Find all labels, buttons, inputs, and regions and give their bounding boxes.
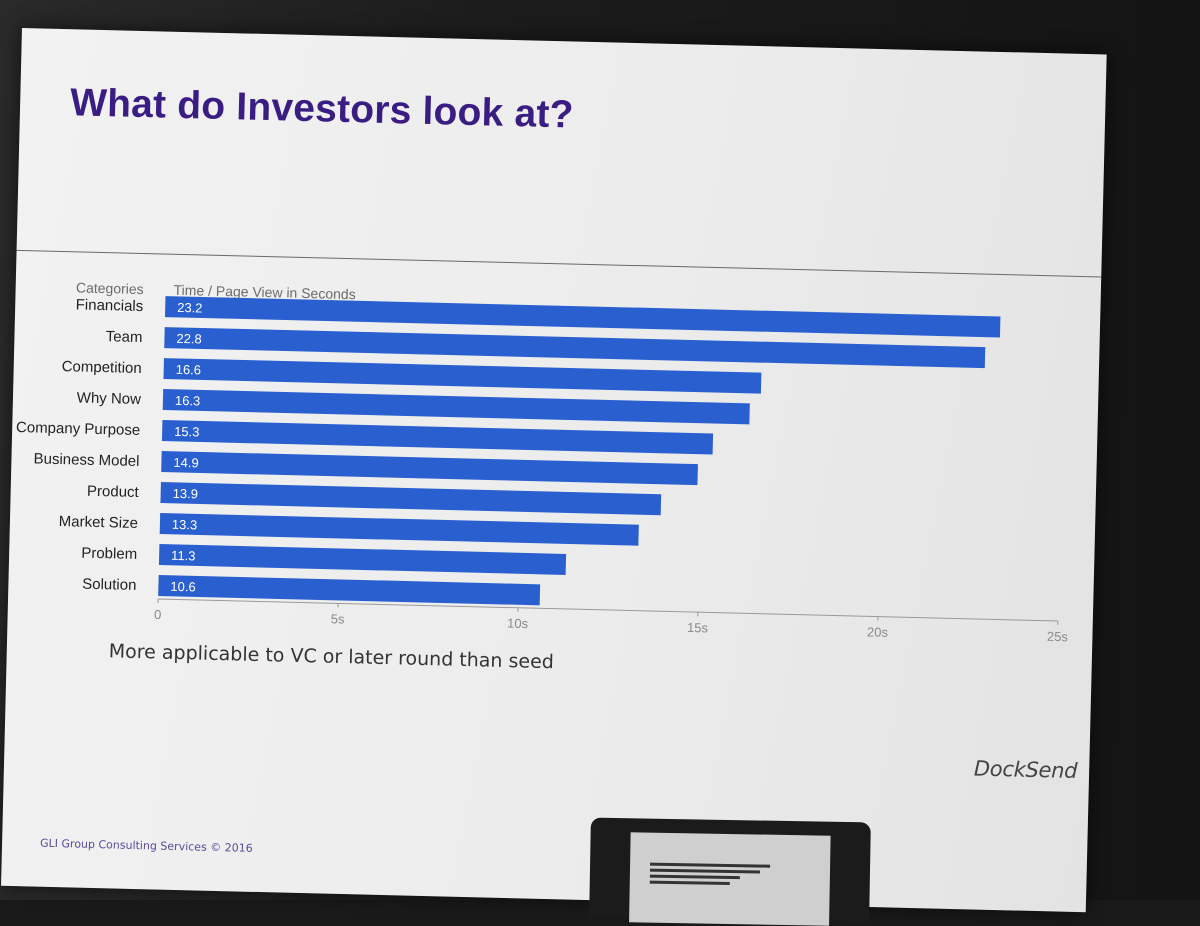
category-label: Why Now [77, 389, 142, 408]
category-label: Problem [81, 545, 137, 563]
bar-value-label: 14.9 [173, 455, 199, 471]
x-tick-label: 0 [154, 607, 162, 622]
bar [162, 420, 713, 454]
bar-value-label: 23.2 [177, 300, 203, 316]
category-label: Team [106, 328, 143, 346]
x-tick-label: 5s [331, 611, 346, 626]
docsend-logo: DockSend [974, 756, 1078, 783]
bar-value-label: 22.8 [176, 331, 202, 347]
bar [160, 482, 661, 515]
laptop-screen [629, 832, 831, 925]
bar [160, 513, 639, 546]
category-label: Business Model [33, 450, 139, 470]
bar-value-label: 16.6 [176, 362, 202, 378]
bar [163, 389, 750, 424]
bar [161, 451, 698, 485]
category-label: Financials [76, 296, 144, 315]
bar-value-label: 11.3 [171, 548, 196, 564]
bar-value-label: 15.3 [174, 424, 200, 440]
x-axis-line [158, 599, 1058, 621]
bar [159, 544, 566, 575]
x-tick-label: 25s [1047, 629, 1069, 645]
bar-value-label: 13.9 [172, 486, 198, 502]
bar-value-label: 10.6 [170, 579, 196, 595]
slide-note: More applicable to VC or later round tha… [109, 640, 555, 673]
category-label: Company Purpose [16, 419, 141, 439]
x-tick-label: 20s [867, 624, 889, 640]
laptop [589, 818, 871, 923]
laptop-screen-line [650, 863, 770, 868]
bar [163, 358, 761, 394]
laptop-screen-line [650, 869, 760, 874]
laptop-screen-line [650, 875, 740, 880]
category-label: Solution [82, 576, 137, 594]
category-label: Product [87, 483, 140, 501]
x-tick-label: 15s [687, 620, 709, 636]
bar-value-label: 13.3 [172, 517, 198, 533]
bar-value-label: 16.3 [175, 393, 201, 409]
category-label: Market Size [59, 513, 139, 532]
category-axis-header: Categories [76, 279, 144, 297]
category-label: Competition [61, 358, 141, 377]
x-tick-label: 10s [507, 616, 529, 632]
laptop-screen-line [650, 881, 730, 885]
slide-footer: GLI Group Consulting Services © 2016 [40, 837, 253, 855]
